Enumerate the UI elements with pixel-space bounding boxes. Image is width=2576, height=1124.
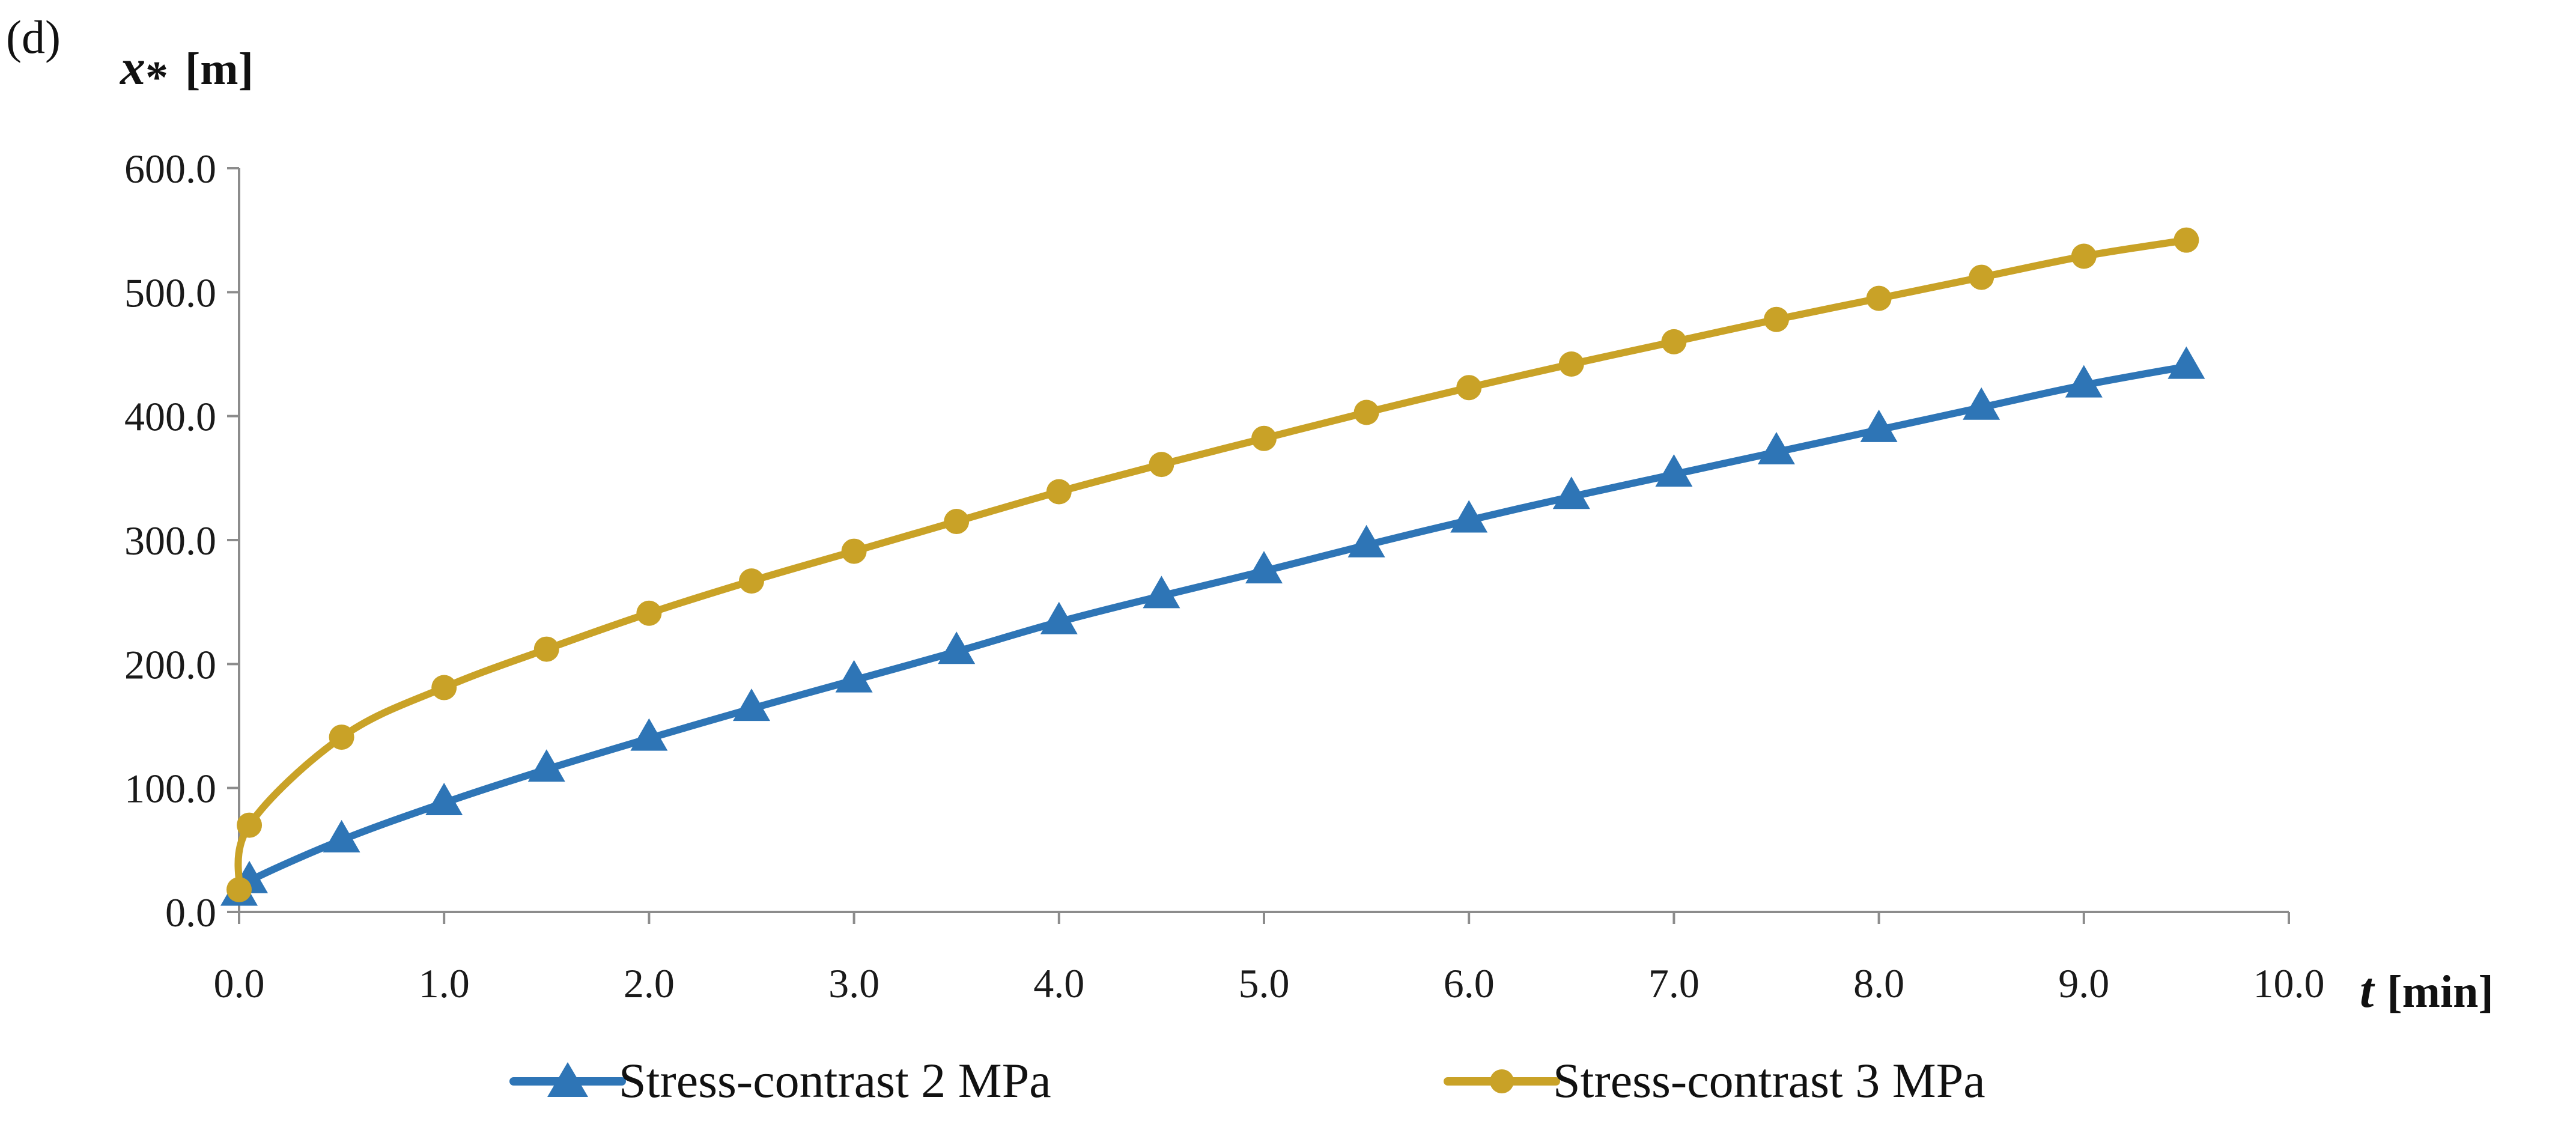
data-point-series-2-15 bbox=[1661, 329, 1687, 354]
data-point-series-1-10 bbox=[1143, 576, 1180, 609]
data-point-series-1-12 bbox=[1347, 524, 1385, 557]
legend-marker-series-1 bbox=[547, 1062, 588, 1097]
series-line-2 bbox=[234, 236, 2190, 893]
y-tick-label-6: 600.0 bbox=[124, 146, 216, 192]
ticks: 0.0 100.0 200.0 300.0 400.0 500.0 600.0 0.0 1.0 2… bbox=[124, 146, 2325, 1006]
data-point-series-2-16 bbox=[1764, 306, 1789, 332]
x-tick-label-6: 6.0 bbox=[1444, 961, 1495, 1006]
legend-item-series-1: Stress-contrast 2 MPa bbox=[509, 1053, 1051, 1108]
data-point-series-2-19 bbox=[2071, 243, 2097, 269]
data-point-series-1-18 bbox=[1963, 387, 2000, 420]
data-point-series-1-7 bbox=[835, 660, 873, 693]
y-tick-label-0: 0.0 bbox=[165, 890, 216, 935]
data-point-series-1-8 bbox=[938, 631, 976, 664]
panel-label: (d) bbox=[6, 11, 61, 63]
data-point-series-2-7 bbox=[841, 538, 867, 564]
x-axis-unit: [min] bbox=[2387, 967, 2493, 1017]
x-tick-label-4: 4.0 bbox=[1033, 961, 1084, 1006]
data-point-series-2-10 bbox=[1149, 452, 1174, 478]
data-point-series-2-18 bbox=[1969, 264, 1994, 290]
legend-label-series-1: Stress-contrast 2 MPa bbox=[619, 1053, 1051, 1108]
data-point-series-2-0 bbox=[226, 876, 252, 902]
series-line-1 bbox=[234, 363, 2190, 897]
data-point-series-2-12 bbox=[1353, 399, 1379, 425]
y-tick-label-4: 400.0 bbox=[124, 394, 216, 440]
y-axis-unit: [m] bbox=[185, 44, 254, 94]
y-tick-label-2: 200.0 bbox=[124, 642, 216, 687]
data-point-series-2-1 bbox=[237, 812, 263, 838]
data-point-series-2-9 bbox=[1046, 479, 1072, 505]
data-point-series-1-17 bbox=[1860, 409, 1898, 442]
data-point-series-1-4 bbox=[527, 749, 565, 782]
data-point-series-1-9 bbox=[1040, 601, 1078, 634]
x-tick-label-0: 0.0 bbox=[214, 961, 265, 1006]
data-point-series-2-2 bbox=[329, 725, 354, 750]
y-tick-label-5: 500.0 bbox=[124, 270, 216, 315]
data-point-series-1-11 bbox=[1245, 551, 1283, 584]
data-point-series-2-6 bbox=[739, 568, 764, 594]
data-point-series-1-14 bbox=[1552, 476, 1590, 509]
y-tick-label-1: 100.0 bbox=[124, 766, 216, 812]
x-tick-label-10: 10.0 bbox=[2253, 961, 2325, 1006]
data-point-series-1-15 bbox=[1655, 454, 1693, 487]
data-point-series-1-2 bbox=[323, 819, 360, 852]
data-point-series-2-11 bbox=[1251, 425, 1277, 451]
series-1 bbox=[220, 346, 2205, 906]
x-tick-label-7: 7.0 bbox=[1648, 961, 1700, 1006]
y-axis-symbol: x bbox=[119, 40, 145, 96]
svg-text:t[min]: t [min] bbox=[2360, 962, 2494, 1018]
x-tick-label-9: 9.0 bbox=[2058, 961, 2109, 1006]
data-point-series-1-16 bbox=[1758, 432, 1795, 465]
series-layer bbox=[220, 227, 2205, 906]
data-point-series-2-13 bbox=[1456, 375, 1482, 401]
x-tick-label-1: 1.0 bbox=[419, 961, 470, 1006]
data-point-series-1-13 bbox=[1450, 500, 1488, 533]
data-point-series-2-20 bbox=[2174, 227, 2199, 253]
data-point-series-1-6 bbox=[733, 688, 770, 721]
data-point-series-1-5 bbox=[630, 718, 668, 751]
legend-marker-series-2 bbox=[1490, 1069, 1514, 1093]
x-tick-label-2: 2.0 bbox=[624, 961, 675, 1006]
x-axis-title: t [min] bbox=[2360, 962, 2494, 1018]
x-axis-symbol: t bbox=[2360, 962, 2375, 1018]
y-tick-label-3: 300.0 bbox=[124, 518, 216, 564]
x-tick-label-8: 8.0 bbox=[1853, 961, 1904, 1006]
data-point-series-1-20 bbox=[2167, 346, 2205, 379]
data-point-series-2-17 bbox=[1866, 285, 1892, 311]
series-2 bbox=[226, 227, 2199, 902]
y-axis-subscript: * bbox=[145, 52, 168, 103]
x-tick-label-5: 5.0 bbox=[1239, 961, 1290, 1006]
data-point-series-1-19 bbox=[2065, 365, 2103, 398]
y-axis-title: x* [m] bbox=[119, 40, 254, 103]
data-point-series-2-14 bbox=[1558, 351, 1584, 377]
data-point-series-2-4 bbox=[533, 636, 559, 662]
legend: Stress-contrast 2 MPa Stress-contrast 3 … bbox=[509, 1053, 1985, 1108]
legend-label-series-2: Stress-contrast 3 MPa bbox=[1553, 1053, 1985, 1108]
data-point-series-2-5 bbox=[636, 600, 662, 626]
data-point-series-2-3 bbox=[431, 675, 457, 700]
svg-text:x*[m]: x* [m] bbox=[119, 40, 254, 103]
legend-item-series-2: Stress-contrast 3 MPa bbox=[1444, 1053, 1985, 1108]
data-point-series-2-8 bbox=[944, 509, 970, 535]
data-point-series-1-3 bbox=[425, 782, 463, 815]
x-tick-label-3: 3.0 bbox=[828, 961, 879, 1006]
